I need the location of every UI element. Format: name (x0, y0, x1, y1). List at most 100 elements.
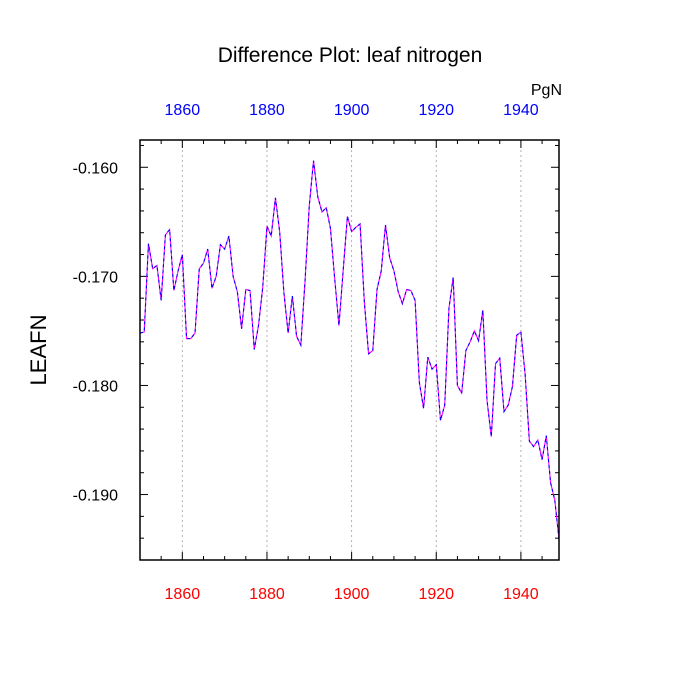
data-point-1856 (165, 234, 166, 235)
data-point-1899 (347, 216, 348, 217)
data-point-1862 (190, 338, 191, 339)
data-point-1917 (423, 408, 424, 409)
data-point-1908 (385, 224, 386, 225)
data-point-1900 (351, 231, 352, 232)
data-point-1907 (381, 270, 382, 271)
data-point-1930 (478, 340, 479, 341)
y-axis-label: LEAFN (26, 315, 51, 386)
data-point-1946 (546, 435, 547, 436)
data-point-1884 (283, 292, 284, 293)
data-point-1915 (415, 300, 416, 301)
data-point-1910 (393, 270, 394, 271)
data-point-1938 (512, 386, 513, 387)
gridlines (181, 140, 522, 560)
data-point-1904 (368, 353, 369, 354)
data-point-1891 (313, 160, 314, 161)
data-point-1947 (550, 482, 551, 483)
data-point-1893 (321, 211, 322, 212)
data-point-1896 (334, 278, 335, 279)
data-point-1894 (326, 207, 327, 208)
y-tick-label-1: -0.170 (73, 269, 118, 286)
data-point-1857 (169, 229, 170, 230)
data-point-1936 (503, 411, 504, 412)
data-point-1881 (271, 235, 272, 236)
data-point-1876 (249, 290, 250, 291)
data-point-1860 (182, 254, 183, 255)
data-point-1942 (529, 440, 530, 441)
data-point-1935 (499, 358, 500, 359)
data-point-1924 (453, 277, 454, 278)
data-point-1867 (211, 288, 212, 289)
data-point-1925 (457, 385, 458, 386)
data-point-1890 (309, 205, 310, 206)
data-point-1931 (482, 310, 483, 311)
data-point-1934 (495, 363, 496, 364)
data-point-1939 (516, 335, 517, 336)
data-point-1926 (461, 392, 462, 393)
data-point-1865 (203, 263, 204, 264)
data-point-1851 (144, 331, 145, 332)
data-point-1911 (398, 291, 399, 292)
data-point-1928 (470, 341, 471, 342)
data-point-1948 (554, 499, 555, 500)
data-point-1874 (241, 328, 242, 329)
data-point-1913 (406, 289, 407, 290)
data-point-1855 (161, 300, 162, 301)
y-tick-label-3: -0.190 (73, 488, 118, 505)
data-point-1895 (330, 228, 331, 229)
data-point-1901 (355, 227, 356, 228)
data-point-1859 (177, 270, 178, 271)
data-point-1898 (343, 270, 344, 271)
data-point-1864 (199, 268, 200, 269)
data-point-1937 (508, 404, 509, 405)
plot-frame (139, 139, 560, 561)
data-point-1912 (402, 303, 403, 304)
data-point-1887 (296, 336, 297, 337)
x-tick-label-bottom-1900: 1900 (334, 586, 370, 603)
tick-labels: 1860 1880 1900 1920 1940 1860 1880 1900 1920 1940… (73, 102, 539, 603)
data-point-1892 (317, 196, 318, 197)
data-point-1863 (194, 332, 195, 333)
data-point-1873 (237, 291, 238, 292)
data-point-1940 (520, 331, 521, 332)
plot-area (139, 160, 560, 540)
x-tick-label-bottom-1880: 1880 (249, 586, 285, 603)
data-point-1889 (304, 280, 305, 281)
data-point-1914 (410, 290, 411, 291)
x-tick-label-bottom-1920: 1920 (418, 586, 454, 603)
data-point-1906 (376, 289, 377, 290)
data-point-1897 (338, 325, 339, 326)
data-point-1941 (525, 374, 526, 375)
data-point-1945 (541, 459, 542, 460)
data-point-1866 (207, 248, 208, 249)
data-point-1909 (389, 257, 390, 258)
data-point-1870 (224, 248, 225, 249)
y-tick-label-0: -0.160 (73, 160, 118, 177)
data-point-1916 (419, 382, 420, 383)
data-point-1932 (486, 400, 487, 401)
data-point-1927 (465, 350, 466, 351)
x-tick-label-top-1940: 1940 (503, 102, 539, 119)
x-tick-label-top-1900: 1900 (334, 102, 370, 119)
x-tick-label-bottom-1940: 1940 (503, 586, 539, 603)
data-point-1919 (431, 368, 432, 369)
data-point-1918 (427, 356, 428, 357)
units-label: PgN (531, 82, 562, 99)
data-point-1853 (152, 268, 153, 269)
data-point-1886 (292, 295, 293, 296)
data-point-1933 (491, 436, 492, 437)
data-point-1885 (288, 332, 289, 333)
data-point-1903 (364, 301, 365, 302)
chart-title: Difference Plot: leaf nitrogen (218, 44, 483, 67)
data-point-1872 (233, 276, 234, 277)
data-point-1883 (279, 231, 280, 232)
data-point-1858 (173, 290, 174, 291)
data-point-1880 (266, 226, 267, 227)
x-tick-label-top-1880: 1880 (249, 102, 285, 119)
data-point-1875 (245, 289, 246, 290)
data-point-1877 (254, 349, 255, 350)
data-point-1888 (300, 344, 301, 345)
x-tick-label-top-1920: 1920 (418, 102, 454, 119)
data-point-1879 (262, 287, 263, 288)
